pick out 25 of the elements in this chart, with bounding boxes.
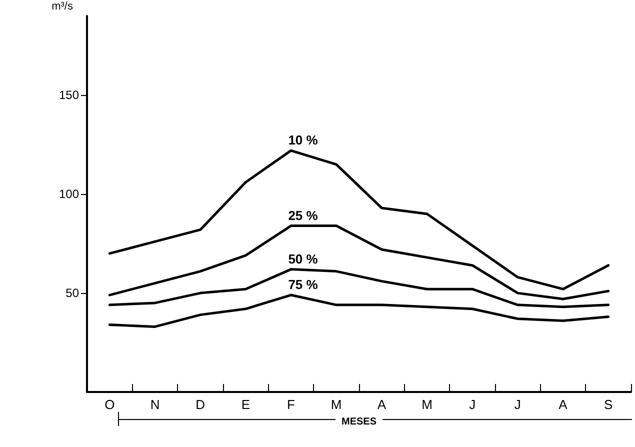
series-label: 25 % bbox=[288, 208, 318, 223]
x-tick-label: N bbox=[150, 397, 160, 412]
x-tick-label: O bbox=[104, 397, 115, 412]
x-tick-label: D bbox=[196, 397, 206, 412]
x-tick-label: E bbox=[241, 397, 250, 412]
series-label: 10 % bbox=[288, 132, 318, 148]
x-tick-label: F bbox=[287, 397, 296, 412]
y-tick-label: 150 bbox=[58, 88, 80, 102]
series-label: 50 % bbox=[288, 251, 318, 266]
x-tick-label: M bbox=[330, 397, 342, 412]
line-series bbox=[108, 294, 610, 328]
x-tick-label: A bbox=[558, 397, 568, 412]
x-tick-label: J bbox=[469, 397, 476, 412]
y-tick-label: 100 bbox=[58, 187, 80, 202]
x-tick-label: A bbox=[377, 397, 386, 412]
line-series bbox=[108, 149, 610, 290]
x-axis-title: MESES bbox=[341, 416, 377, 428]
x-tick-label: J bbox=[514, 397, 521, 412]
x-tick-label: M bbox=[422, 397, 432, 412]
y-axis-title: m³/s bbox=[52, 0, 74, 12]
line-series bbox=[108, 224, 610, 300]
y-tick-label: 50 bbox=[66, 286, 80, 300]
x-tick-label: S bbox=[604, 397, 613, 412]
series-label: 75 % bbox=[288, 277, 318, 292]
line-series bbox=[108, 268, 610, 308]
